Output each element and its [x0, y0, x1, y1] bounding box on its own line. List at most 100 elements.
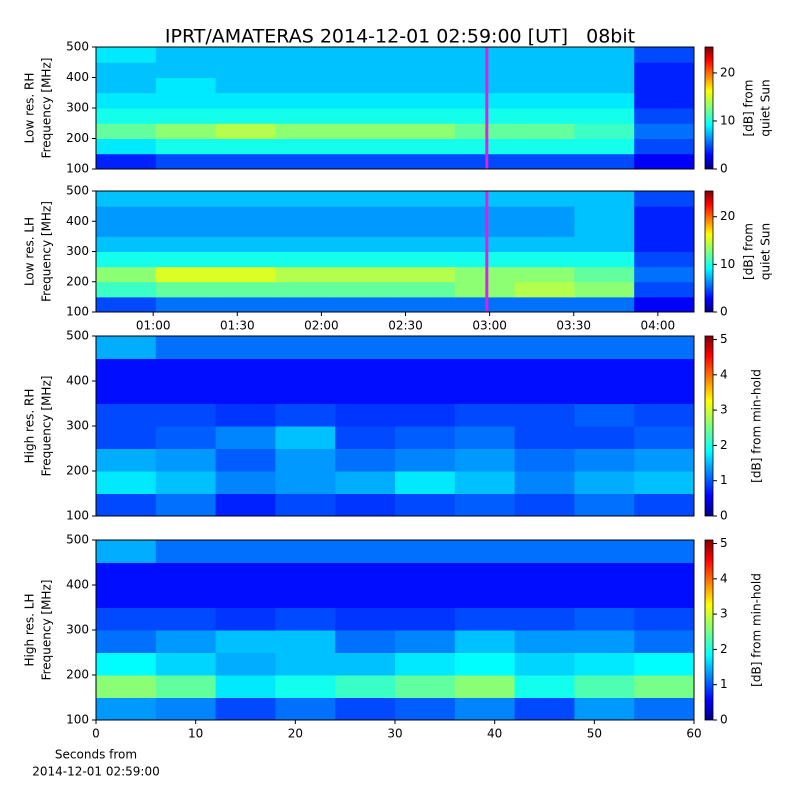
- heatmap-cell: [454, 251, 516, 268]
- heatmap-cell: [155, 540, 217, 563]
- x-tick-label: 04:00: [641, 319, 676, 333]
- heatmap-cell: [275, 153, 336, 170]
- heatmap-cell: [514, 266, 575, 283]
- heatmap-cell: [275, 652, 336, 676]
- heatmap-cell: [215, 236, 276, 252]
- heatmap-cell: [634, 206, 695, 222]
- colorbar-label: quiet Sun: [759, 223, 773, 280]
- heatmap-cell: [395, 296, 456, 313]
- y-tick-label: 300: [66, 101, 89, 115]
- heatmap-cell: [215, 138, 276, 155]
- heatmap-cell: [574, 236, 635, 252]
- colorbar: [704, 46, 714, 170]
- heatmap-cell: [514, 630, 575, 653]
- heatmap-cell: [275, 336, 336, 359]
- heatmap-cell: [275, 381, 336, 404]
- heatmap-cell: [215, 381, 276, 404]
- chart-title: IPRT/AMATERAS 2014-12-01 02:59:00 [UT] 0…: [165, 26, 635, 48]
- heatmap-cell: [335, 448, 396, 472]
- y-tick-label: 400: [66, 214, 89, 228]
- heatmap-cell: [514, 236, 575, 252]
- colorbar-label: [dB] from min-hold: [750, 573, 764, 687]
- heatmap-cell: [335, 336, 396, 359]
- x-tick-label: 50: [587, 727, 602, 741]
- heatmap-cell: [215, 403, 276, 427]
- heatmap-cell: [155, 585, 217, 608]
- heatmap-cell: [335, 266, 396, 283]
- heatmap-cell: [275, 206, 336, 222]
- heatmap-cell: [634, 191, 695, 207]
- y-tick-label: 200: [66, 464, 89, 478]
- heatmap-cell: [574, 251, 635, 268]
- heatmap-cell: [275, 585, 336, 608]
- heatmap-cell: [96, 296, 157, 313]
- heatmap-cell: [155, 562, 217, 586]
- heatmap-cell: [395, 403, 456, 427]
- heatmap-cell: [96, 123, 157, 139]
- x-tick-label: 30: [387, 727, 402, 741]
- heatmap-cell: [514, 426, 575, 449]
- heatmap-cell: [395, 221, 456, 237]
- heatmap-cell: [275, 47, 336, 63]
- heatmap-cell: [574, 296, 635, 313]
- heatmap-cell: [395, 92, 456, 109]
- x-tick-label: 01:00: [136, 319, 171, 333]
- heatmap-cell: [574, 562, 635, 586]
- heatmap-cell: [215, 652, 276, 676]
- heatmap-cell: [275, 675, 336, 698]
- heatmap-cell: [514, 448, 575, 472]
- heatmap-cell: [96, 281, 157, 298]
- colorbar-tick-label: 2: [720, 642, 728, 656]
- heatmap-cell: [215, 426, 276, 449]
- heatmap-cell: [395, 471, 456, 494]
- heatmap-cell: [574, 191, 635, 207]
- heatmap-cell: [335, 540, 396, 563]
- heatmap-cell: [155, 266, 217, 283]
- heatmap-cell: [454, 296, 516, 313]
- x-tick-label: 60: [686, 727, 701, 741]
- heatmap-cell: [155, 607, 217, 631]
- heatmap-cell: [395, 62, 456, 78]
- heatmap-cell: [514, 403, 575, 427]
- y-tick-label: 500: [66, 40, 89, 54]
- y-axis-label: High res. LH: [23, 593, 37, 666]
- y-tick-label: 400: [66, 578, 89, 592]
- heatmap-cell: [155, 675, 217, 698]
- heatmap-cell: [96, 381, 157, 404]
- heatmap-cell: [454, 47, 516, 63]
- heatmap-cell: [275, 471, 336, 494]
- heatmap-cell: [395, 675, 456, 698]
- heatmap-cell: [335, 381, 396, 404]
- heatmap-cell: [96, 675, 157, 698]
- x-tick-label: 01:30: [220, 319, 255, 333]
- heatmap-cell: [574, 153, 635, 170]
- heatmap-cell: [395, 448, 456, 472]
- heatmap-cell: [155, 47, 217, 63]
- x-axis-label: Seconds from: [55, 748, 137, 762]
- heatmap-cell: [335, 585, 396, 608]
- heatmap-cell: [155, 251, 217, 268]
- y-tick-label: 300: [66, 623, 89, 637]
- y-axis-label: Low res. RH: [23, 73, 37, 144]
- heatmap-cell: [634, 652, 695, 676]
- heatmap-cell: [215, 251, 276, 268]
- colorbar-tick-label: 0: [720, 713, 728, 727]
- heatmap-cell: [335, 426, 396, 449]
- heatmap-cell: [155, 77, 217, 94]
- heatmap-cell: [574, 697, 635, 721]
- heatmap-cell: [634, 296, 695, 313]
- heatmap-cell: [155, 108, 217, 124]
- heatmap-cell: [454, 675, 516, 698]
- heatmap-cell: [454, 448, 516, 472]
- heatmap-cell: [155, 652, 217, 676]
- heatmap-cell: [514, 153, 575, 170]
- heatmap-cell: [634, 108, 695, 124]
- heatmap-cell: [215, 62, 276, 78]
- heatmap-cell: [395, 206, 456, 222]
- heatmap-cell: [454, 471, 516, 494]
- colorbar-tick-label: 3: [720, 607, 728, 621]
- heatmap-cell: [215, 471, 276, 494]
- heatmap-cell: [215, 448, 276, 472]
- heatmap-cell: [514, 47, 575, 63]
- y-tick-label: 500: [66, 184, 89, 198]
